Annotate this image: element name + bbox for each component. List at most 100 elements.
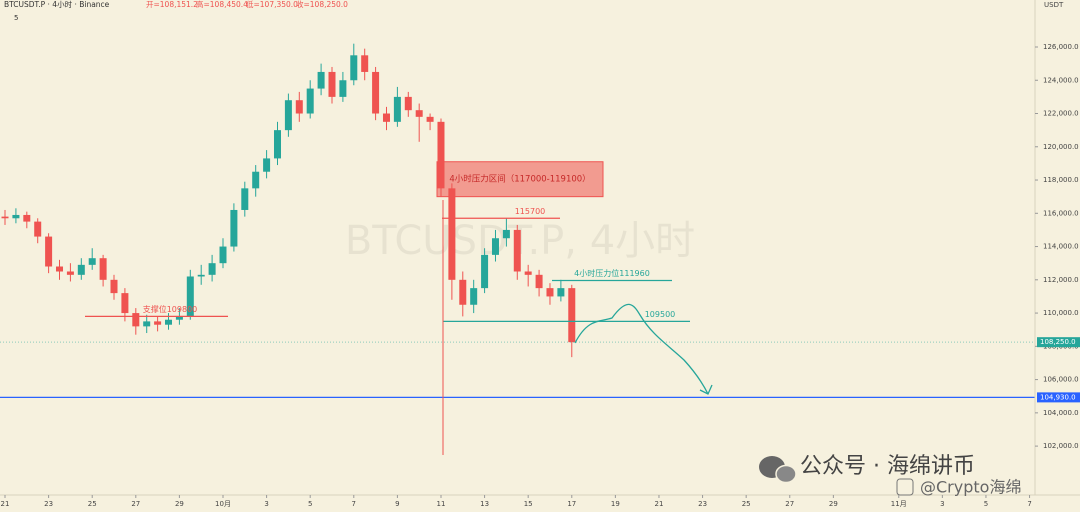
- header-symbol: BTCUSDT.P · 4小时 · Binance: [4, 0, 110, 9]
- candle-body: [557, 288, 565, 297]
- header-open: 开=108,151.2: [146, 0, 198, 9]
- x-tick-label: 3: [940, 500, 944, 508]
- candle-body: [154, 321, 162, 325]
- candle-body: [470, 288, 478, 305]
- x-tick-label: 9: [395, 500, 399, 508]
- candle-body: [12, 214, 20, 219]
- x-tick-label: 29: [829, 500, 838, 508]
- x-tick-label: 25: [88, 500, 97, 508]
- candle-body: [45, 236, 53, 267]
- last-price-label: 108,250.0: [1040, 338, 1076, 346]
- candle-body: [295, 100, 303, 114]
- account-name: 公众号 · 海绵讲币: [800, 454, 975, 479]
- candle-body: [535, 274, 543, 289]
- header-low: 低=107,350.0: [246, 0, 298, 9]
- candle-body: [230, 209, 238, 247]
- candle-body: [546, 288, 554, 297]
- candle-body: [197, 274, 205, 277]
- candle-body: [513, 229, 521, 272]
- x-tick-label: 23: [698, 500, 707, 508]
- x-tick-label: 7: [352, 500, 356, 508]
- candle-body: [437, 121, 445, 189]
- level-label: 109500: [645, 310, 676, 319]
- y-tick-label: 122,000.0: [1043, 110, 1079, 118]
- y-axis-unit: USDT: [1044, 1, 1064, 9]
- account-handle: @Crypto海绵: [920, 478, 1021, 497]
- x-tick-label: 27: [785, 500, 794, 508]
- candle-body: [110, 279, 118, 294]
- candle-body: [66, 271, 74, 275]
- y-tick-label: 110,000.0: [1043, 309, 1079, 317]
- candle-body: [99, 258, 107, 280]
- x-tick-label: 17: [567, 500, 576, 508]
- y-tick-label: 106,000.0: [1043, 376, 1079, 384]
- candle-body: [404, 96, 412, 111]
- x-tick-label: 5: [984, 500, 988, 508]
- x-tick-label: 10月: [215, 500, 231, 508]
- candle-body: [263, 158, 271, 172]
- candle-body: [382, 113, 390, 122]
- candle-body: [1, 216, 9, 219]
- candle-body: [284, 100, 292, 131]
- header-close: 收=108,250.0: [296, 0, 348, 9]
- resistance-zone: [436, 161, 604, 198]
- handle-icon: [896, 478, 914, 496]
- candle-body: [252, 171, 260, 189]
- candle-body: [426, 116, 434, 122]
- y-tick-label: 116,000.0: [1043, 209, 1079, 217]
- x-tick-label: 27: [131, 500, 140, 508]
- candle-body: [241, 188, 249, 210]
- candle-body: [481, 254, 489, 289]
- candle-body: [568, 288, 576, 343]
- candle-body: [34, 221, 42, 237]
- candle-body: [339, 80, 347, 97]
- x-tick-label: 29: [175, 500, 184, 508]
- candle-body: [393, 96, 401, 122]
- plot-area: 4小时压力区间（117000-119100） 支撑位109800 115700 4小时…: [0, 43, 1035, 398]
- candle-body: [56, 266, 64, 272]
- y-tick-label: 112,000.0: [1043, 276, 1079, 284]
- candle-body: [328, 71, 336, 97]
- candle-body: [361, 55, 369, 72]
- y-tick-label: 104,000.0: [1043, 409, 1079, 417]
- candle-body: [459, 279, 467, 305]
- x-tick-label: 11月: [891, 500, 907, 508]
- x-tick-label: 11: [437, 500, 446, 508]
- candle-body: [88, 258, 96, 265]
- x-tick-label: 13: [480, 500, 489, 508]
- candle-body: [208, 263, 216, 275]
- level-label: 115700: [515, 207, 546, 216]
- x-tick-label: 3: [264, 500, 268, 508]
- x-tick-label: 21: [655, 500, 664, 508]
- y-tick-label: 126,000.0: [1043, 43, 1079, 51]
- projection-path: [574, 303, 709, 395]
- level-label: 支撑位109800: [143, 304, 198, 314]
- x-tick-label: 15: [524, 500, 533, 508]
- candle-body: [132, 313, 140, 327]
- y-tick-label: 102,000.0: [1043, 442, 1079, 450]
- account-watermark: 公众号 · 海绵讲币 @Crypto海绵: [759, 454, 1021, 497]
- candle-body: [273, 130, 281, 159]
- zone-label: 4小时压力区间（117000-119100）: [449, 174, 590, 185]
- candle-body: [175, 316, 183, 320]
- wechat-icon: [775, 464, 797, 484]
- candle-body: [415, 110, 423, 117]
- x-tick-label: 21: [1, 500, 10, 508]
- candle-body: [121, 293, 129, 314]
- axis-price-label: 104,930.0: [1040, 393, 1076, 401]
- candle-body: [23, 214, 31, 222]
- candle-body: [219, 246, 227, 264]
- candle-body: [350, 55, 358, 81]
- last-price-box: [1037, 337, 1080, 348]
- candle-body: [186, 276, 194, 317]
- y-tick-label: 120,000.0: [1043, 143, 1079, 151]
- candle-body: [524, 271, 532, 275]
- y-tick-label: 118,000.0: [1043, 176, 1079, 184]
- candle-body: [372, 71, 380, 114]
- axis-price-box: [1037, 392, 1080, 403]
- candle-body: [306, 88, 314, 114]
- x-tick-label: 25: [742, 500, 751, 508]
- candle-body: [502, 229, 510, 239]
